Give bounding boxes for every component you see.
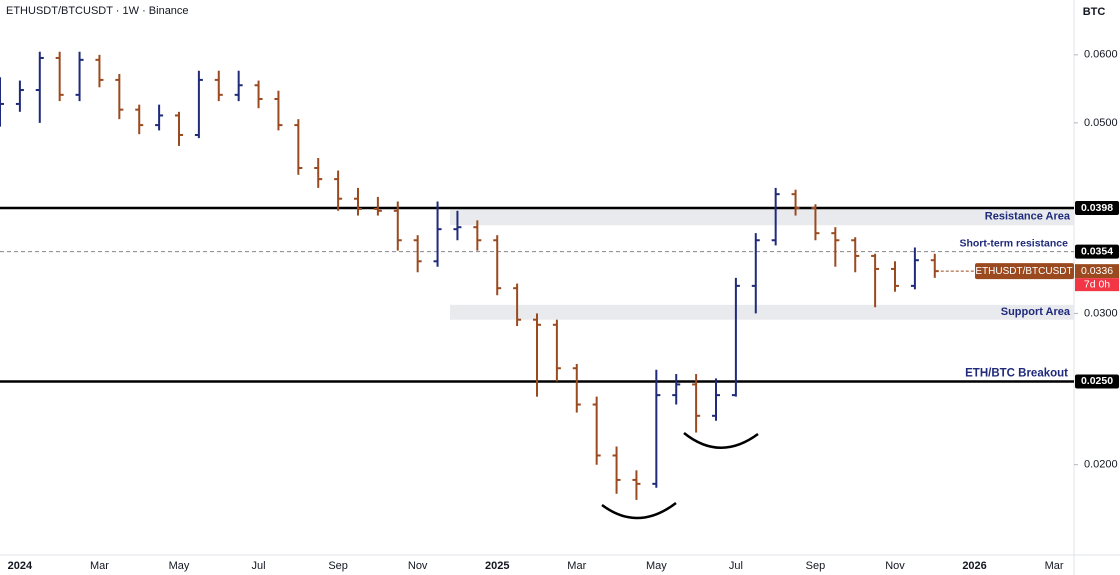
x-tick-label: 2026 (962, 560, 986, 572)
last-price-name: ETHUSDT/BTCUSDT (975, 266, 1072, 277)
price-tag-label: 0.0398 (1081, 202, 1113, 214)
zone (450, 304, 1074, 320)
last-price-tag-label: 0.0336 (1081, 265, 1113, 277)
level-label: ETH/BTC Breakout (965, 367, 1068, 379)
price-tag (1075, 374, 1119, 389)
pattern-arc (683, 432, 759, 449)
x-tick-label: Mar (567, 560, 586, 572)
x-tick-label: Jul (729, 560, 743, 572)
y-unit: BTC (1083, 6, 1106, 18)
x-tick-label: May (646, 560, 667, 572)
y-tick-label: 0.0200 (1084, 459, 1118, 471)
x-tick-label: Mar (1045, 560, 1064, 572)
x-tick-label: Nov (408, 560, 428, 572)
x-tick-label: Nov (885, 560, 905, 572)
price-tag (1075, 200, 1119, 215)
pattern-arc (601, 502, 677, 520)
x-tick-label: 2024 (8, 560, 33, 572)
y-tick-label: 0.0300 (1084, 307, 1118, 319)
chart-title: ETHUSDT/BTCUSDT · 1W · Binance (6, 5, 189, 17)
zone (450, 207, 1074, 226)
level-label: Short-term resistance (959, 237, 1068, 249)
last-price-tag (1075, 264, 1119, 279)
x-tick-label: Jul (252, 560, 266, 572)
x-tick-label: 2025 (485, 560, 509, 572)
x-tick-label: May (169, 560, 190, 572)
price-tag-label: 0.0354 (1081, 245, 1113, 257)
zone-label: Resistance Area (985, 211, 1071, 223)
x-tick-label: Mar (90, 560, 109, 572)
countdown-label: 7d 0h (1084, 278, 1110, 290)
price-tag (1075, 244, 1119, 259)
price-tag-label: 0.0250 (1081, 375, 1113, 387)
last-price-box (975, 263, 1074, 280)
y-tick-label: 0.0600 (1084, 49, 1118, 61)
zone-label: Support Area (1001, 306, 1071, 318)
x-tick-label: Sep (328, 560, 348, 572)
x-tick-label: Sep (806, 560, 826, 572)
countdown-box (1075, 278, 1119, 292)
y-tick-label: 0.0500 (1084, 117, 1118, 129)
